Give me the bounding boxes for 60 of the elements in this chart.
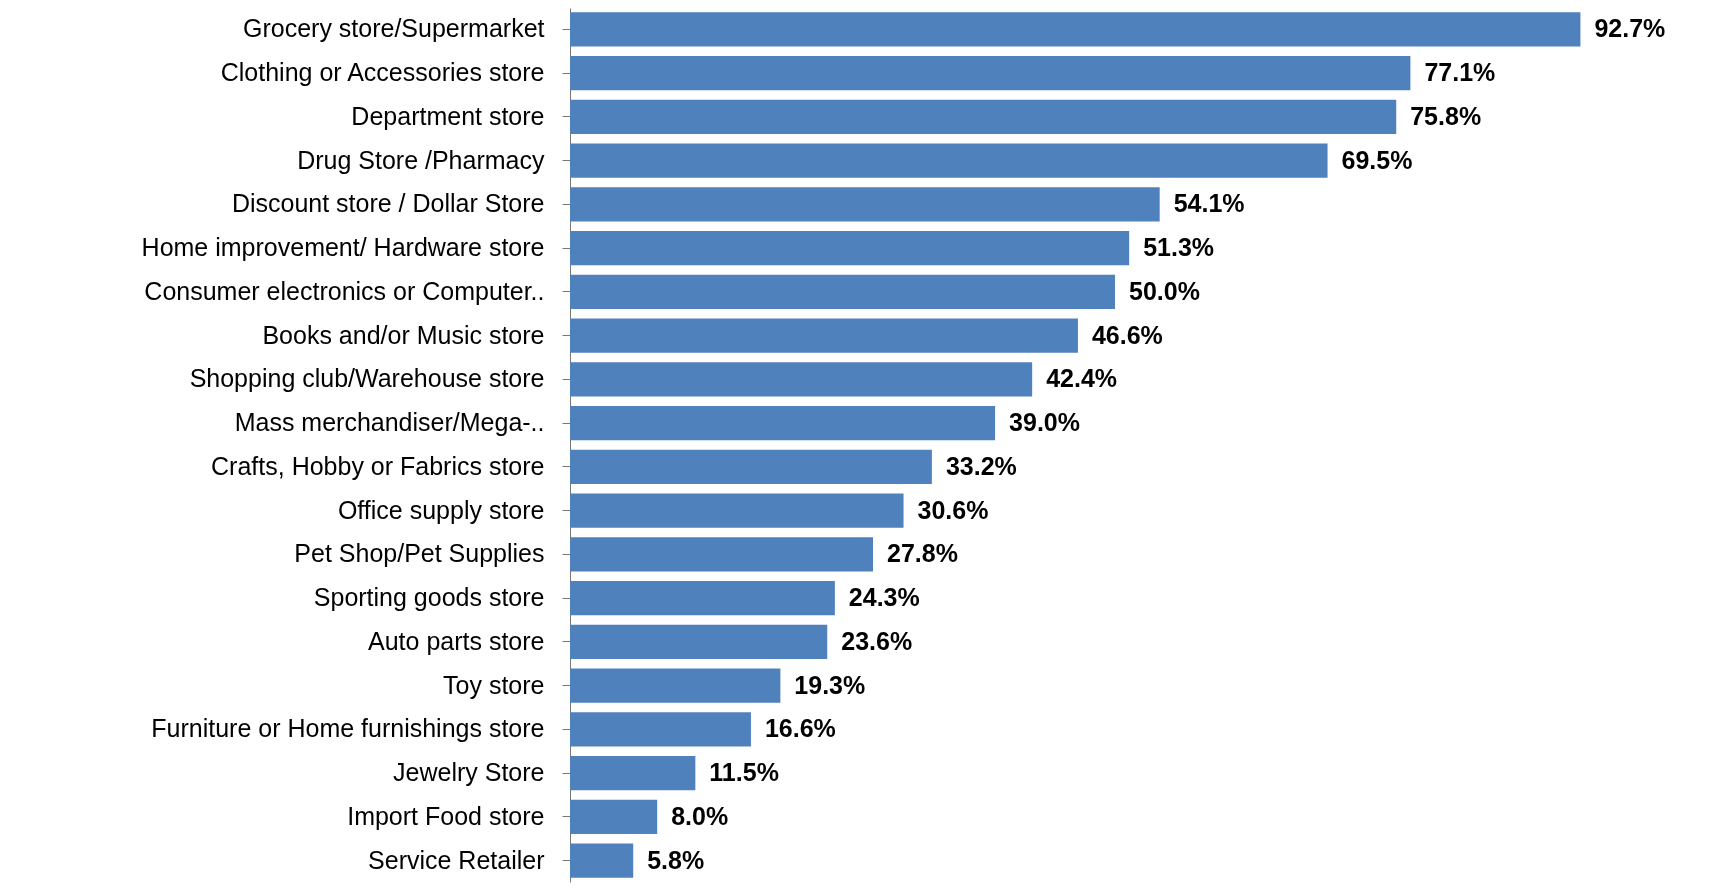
data-label: 46.6% bbox=[1091, 320, 1163, 349]
bar bbox=[570, 187, 1160, 222]
bar bbox=[570, 56, 1411, 91]
data-label: 77.1% bbox=[1424, 58, 1496, 87]
data-label: 24.3% bbox=[848, 583, 920, 612]
y-tick-label: Furniture or Home furnishings store bbox=[151, 714, 545, 743]
y-tick-label: Auto parts store bbox=[368, 626, 545, 655]
bar bbox=[570, 99, 1397, 134]
y-tick-label: Jewelry Store bbox=[393, 758, 545, 787]
bar bbox=[570, 12, 1581, 47]
y-tick-label: Grocery store/Supermarket bbox=[243, 14, 545, 43]
data-label: 11.5% bbox=[709, 758, 779, 787]
bar bbox=[570, 843, 634, 878]
data-label: 19.3% bbox=[794, 670, 866, 699]
y-tick-label: Consumer electronics or Computer.. bbox=[144, 276, 545, 305]
data-label: 33.2% bbox=[945, 451, 1017, 480]
bar bbox=[570, 143, 1328, 178]
y-tick-label: Crafts, Hobby or Fabrics store bbox=[211, 451, 545, 480]
bar bbox=[570, 668, 781, 703]
y-tick-label: Office supply store bbox=[337, 495, 545, 524]
bar bbox=[570, 318, 1078, 353]
y-tick-label: Drug Store /Pharmacy bbox=[297, 145, 545, 174]
bar bbox=[570, 274, 1115, 309]
y-tick-label: Shopping club/Warehouse store bbox=[189, 364, 545, 393]
bar bbox=[570, 231, 1130, 266]
bar bbox=[570, 406, 996, 441]
y-tick-label: Service Retailer bbox=[368, 845, 545, 874]
y-tick-label: Sporting goods store bbox=[313, 583, 545, 612]
data-label: 69.5% bbox=[1341, 145, 1413, 174]
data-label: 39.0% bbox=[1009, 408, 1080, 437]
y-tick-label: Clothing or Accessories store bbox=[220, 58, 545, 87]
bar bbox=[570, 624, 828, 659]
data-label: 5.8% bbox=[647, 845, 705, 874]
bar bbox=[570, 493, 904, 528]
bar bbox=[570, 537, 874, 572]
data-label: 51.3% bbox=[1143, 233, 1215, 262]
y-tick-label: Books and/or Music store bbox=[262, 320, 545, 349]
data-label: 30.6% bbox=[917, 495, 989, 524]
y-tick-label: Pet Shop/Pet Supplies bbox=[294, 539, 545, 568]
data-label: 75.8% bbox=[1410, 101, 1482, 130]
data-label: 23.6% bbox=[841, 626, 913, 655]
data-label: 50.0% bbox=[1129, 276, 1200, 305]
data-label: 54.1% bbox=[1173, 189, 1245, 218]
bar bbox=[570, 449, 932, 484]
bar bbox=[570, 756, 696, 791]
data-label: 16.6% bbox=[764, 714, 836, 743]
y-tick-label: Discount store / Dollar Store bbox=[231, 189, 545, 218]
data-label: 92.7% bbox=[1594, 14, 1666, 43]
data-label: 27.8% bbox=[887, 539, 958, 568]
bar bbox=[570, 362, 1033, 397]
bar bbox=[570, 712, 751, 747]
data-label: 8.0% bbox=[671, 801, 729, 830]
y-tick-label: Toy store bbox=[443, 670, 545, 699]
y-tick-label: Mass merchandiser/Mega-.. bbox=[234, 408, 545, 437]
bar bbox=[570, 799, 658, 834]
bar bbox=[570, 581, 835, 616]
y-tick-label: Import Food store bbox=[347, 801, 545, 830]
data-label: 42.4% bbox=[1046, 364, 1118, 393]
y-tick-label: Department store bbox=[351, 101, 545, 130]
y-tick-label: Home improvement/ Hardware store bbox=[141, 233, 545, 262]
